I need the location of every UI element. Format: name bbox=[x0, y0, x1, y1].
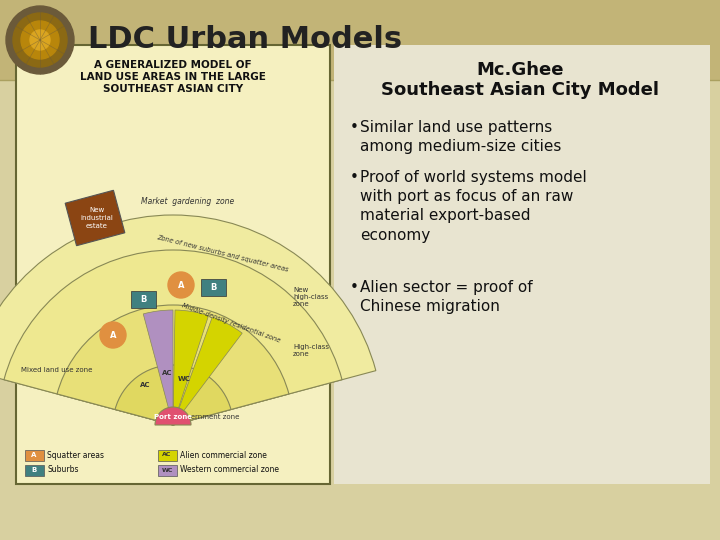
Text: WC: WC bbox=[178, 376, 190, 382]
Text: Squatter areas: Squatter areas bbox=[47, 450, 104, 460]
Circle shape bbox=[168, 272, 194, 298]
Wedge shape bbox=[173, 310, 209, 425]
Wedge shape bbox=[4, 250, 342, 425]
Wedge shape bbox=[115, 365, 231, 425]
Text: Suburbs: Suburbs bbox=[47, 465, 78, 475]
Circle shape bbox=[30, 30, 50, 50]
Text: B: B bbox=[210, 282, 216, 292]
Circle shape bbox=[21, 21, 59, 59]
Text: A: A bbox=[178, 280, 184, 289]
Text: A GENERALIZED MODEL OF: A GENERALIZED MODEL OF bbox=[94, 60, 252, 70]
Text: SOUTHEAST ASIAN CITY: SOUTHEAST ASIAN CITY bbox=[103, 84, 243, 94]
Text: Similar land use patterns
among medium-size cities: Similar land use patterns among medium-s… bbox=[360, 120, 562, 154]
Circle shape bbox=[6, 6, 74, 74]
Text: AC: AC bbox=[140, 382, 150, 388]
Text: AC: AC bbox=[162, 370, 172, 376]
Circle shape bbox=[13, 13, 67, 67]
Text: Middle-density residential zone: Middle-density residential zone bbox=[181, 302, 281, 344]
Text: AC: AC bbox=[162, 453, 171, 457]
Wedge shape bbox=[155, 407, 191, 425]
Text: A: A bbox=[109, 330, 116, 340]
Text: Zone of new suburbs and squatter areas: Zone of new suburbs and squatter areas bbox=[156, 234, 289, 272]
Text: Mc.Ghee: Mc.Ghee bbox=[476, 61, 564, 79]
Polygon shape bbox=[65, 190, 125, 246]
Text: WC: WC bbox=[161, 468, 173, 472]
Text: Government zone: Government zone bbox=[177, 414, 239, 420]
Text: Western commercial zone: Western commercial zone bbox=[180, 465, 279, 475]
FancyBboxPatch shape bbox=[334, 45, 710, 484]
Wedge shape bbox=[0, 215, 376, 425]
FancyBboxPatch shape bbox=[130, 291, 156, 307]
Text: Southeast Asian City Model: Southeast Asian City Model bbox=[381, 81, 659, 99]
Text: •: • bbox=[350, 120, 359, 135]
FancyBboxPatch shape bbox=[24, 464, 43, 476]
Wedge shape bbox=[173, 317, 242, 425]
FancyBboxPatch shape bbox=[158, 464, 176, 476]
Text: Mixed land use zone: Mixed land use zone bbox=[21, 367, 92, 373]
Text: High-class
zone: High-class zone bbox=[293, 343, 329, 356]
Text: B: B bbox=[32, 467, 37, 473]
FancyBboxPatch shape bbox=[0, 0, 720, 80]
Text: A: A bbox=[31, 452, 37, 458]
Text: LDC Urban Models: LDC Urban Models bbox=[88, 25, 402, 55]
Text: LAND USE AREAS IN THE LARGE: LAND USE AREAS IN THE LARGE bbox=[80, 72, 266, 82]
Wedge shape bbox=[143, 310, 173, 425]
Text: •: • bbox=[350, 280, 359, 295]
FancyBboxPatch shape bbox=[158, 449, 176, 461]
Text: Market  gardening  zone: Market gardening zone bbox=[141, 198, 235, 206]
FancyBboxPatch shape bbox=[24, 449, 43, 461]
Circle shape bbox=[100, 322, 126, 348]
Wedge shape bbox=[57, 305, 289, 425]
Text: Proof of world systems model
with port as focus of an raw
material export-based
: Proof of world systems model with port a… bbox=[360, 170, 587, 242]
Text: Alien sector = proof of
Chinese migration: Alien sector = proof of Chinese migratio… bbox=[360, 280, 533, 314]
Text: •: • bbox=[350, 170, 359, 185]
Text: New
high-class
zone: New high-class zone bbox=[293, 287, 328, 307]
Text: Port zone: Port zone bbox=[154, 414, 192, 420]
FancyBboxPatch shape bbox=[16, 45, 330, 484]
FancyBboxPatch shape bbox=[200, 279, 225, 295]
Text: Alien commercial zone: Alien commercial zone bbox=[180, 450, 267, 460]
Text: New
industrial
estate: New industrial estate bbox=[81, 207, 114, 228]
Text: B: B bbox=[140, 294, 146, 303]
